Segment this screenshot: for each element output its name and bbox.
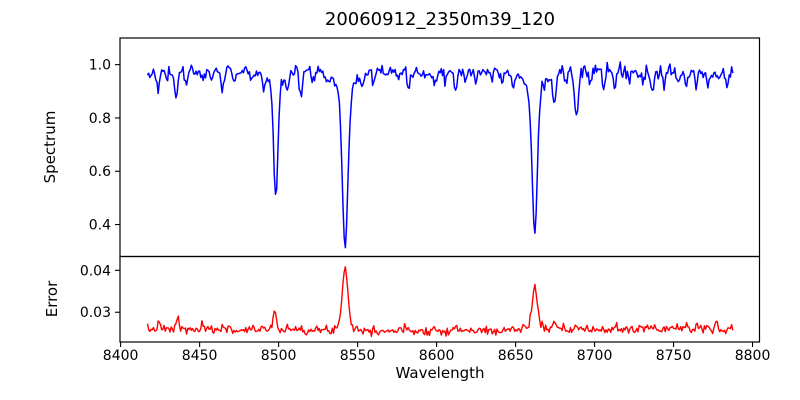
x-axis-label: Wavelength: [395, 364, 485, 382]
x-tick-label: 8450: [182, 348, 218, 364]
spectrum-line: [146, 61, 734, 249]
spectrum-y-tick-label: 0.6: [89, 164, 111, 180]
plot-title: 20060912_2350m39_120: [324, 9, 556, 30]
error-y-tick-label: 0.04: [80, 263, 111, 279]
x-tick-label: 8700: [577, 348, 613, 364]
error-line: [146, 266, 734, 338]
x-tick-label: 8800: [735, 348, 771, 364]
x-tick-label: 8750: [656, 348, 692, 364]
spectrum-y-tick-label: 0.4: [89, 218, 111, 234]
error-panel-frame: [119, 255, 761, 343]
x-tick-label: 8600: [419, 348, 455, 364]
x-tick-label: 8400: [103, 348, 139, 364]
x-tick-label: 8650: [498, 348, 534, 364]
x-tick-label: 8500: [261, 348, 297, 364]
spectrum-panel-frame: [119, 37, 761, 258]
spectrum-y-tick-label: 0.8: [89, 111, 111, 127]
error-y-tick-label: 0.03: [80, 305, 111, 321]
spectrum-y-tick-label: 1.0: [89, 58, 111, 74]
x-tick-label: 8550: [340, 348, 376, 364]
